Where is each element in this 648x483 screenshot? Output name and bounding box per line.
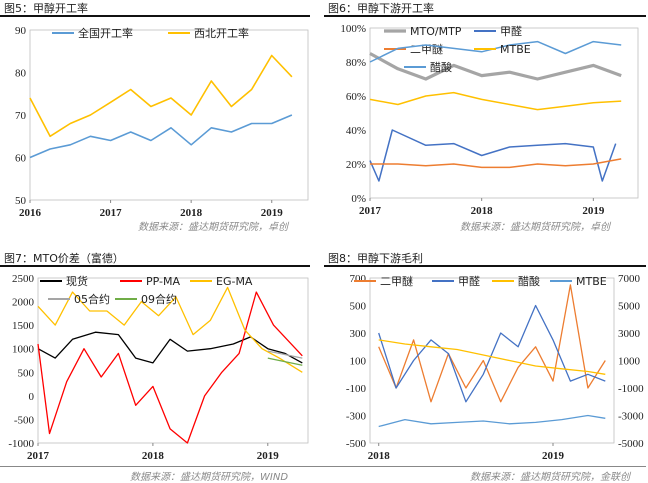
fig5-series-line-1 (29, 54, 293, 138)
fig7-y-tick-label: 1000 (12, 344, 35, 356)
fig5-x-tick-label: 2019 (261, 207, 284, 218)
fig8-y2-tick-label: 7000 (618, 273, 641, 285)
fig7-y-tick-label: 0 (29, 391, 35, 403)
fig8-x-tick-label: 2018 (368, 450, 391, 462)
fig7-x-tick-label: 2017 (27, 450, 50, 462)
fig5-title-rule (0, 15, 310, 17)
fig6-x-tick-label: 2019 (582, 205, 605, 217)
fig8-title: 图8：甲醇下游毛利 (328, 252, 423, 265)
fig6-y-tick-label: 0% (351, 193, 366, 205)
fig6-x-tick-label: 2018 (471, 205, 494, 217)
fig8-y-tick-label: 300 (350, 328, 367, 340)
fig5-y-tick-label: 70 (15, 110, 27, 122)
fig8-series-line-2 (378, 339, 606, 375)
fig6-series-line-0 (369, 52, 622, 81)
fig7-legend-label-4: 09合约 (141, 292, 177, 306)
fig6-title: 图6：甲醇下游开工率 (328, 2, 434, 15)
fig5-x-tick-label: 2018 (180, 207, 203, 218)
fig8-y-tick-label: 100 (350, 356, 367, 368)
fig6-series-line-2 (370, 158, 622, 169)
fig6-y-tick-label: 40% (346, 125, 366, 137)
fig8-y-tick-label: -100 (346, 383, 367, 395)
fig7-x-tick-label: 2018 (142, 450, 165, 462)
source-note-top-left: 数据来源：盛达期货研究院，卓创 (138, 222, 288, 233)
fig7-legend-label-1: PP-MA (146, 275, 180, 288)
fig7-y-tick-label: 1500 (12, 320, 35, 332)
fig7-series-line-3 (267, 350, 303, 359)
fig7-legend-label-3: 05合约 (74, 292, 110, 306)
fig6-legend-label-1: 甲醛 (500, 24, 522, 38)
fig7-y-tick-label: -1000 (8, 438, 34, 450)
fig6-y-tick-label: 80% (346, 57, 366, 69)
fig6-plot-frame (369, 27, 639, 199)
fig8-y2-tick-label: 3000 (618, 328, 641, 340)
fig5-chart: 50 60 70 80 90 2016 2017 2018 2019 全国开工率 西北开工率 (15, 25, 309, 218)
fig5-title: 图5：甲醇开工率 (4, 2, 88, 15)
fig8-chart: -500 -300 -100 100 300 500 700 -5000 -3000 -1000 1… (346, 273, 644, 462)
fig8-y-tick-label: 500 (350, 301, 367, 313)
fig6-x-tick-label: 2017 (359, 205, 382, 217)
fig6-legend-label-0: MTO/MTP (410, 25, 462, 38)
bottom-rule (0, 466, 646, 467)
fig7-x-tick-label: 2019 (257, 450, 280, 462)
fig8-y-tick-label: -300 (346, 411, 367, 423)
fig7-series-line-4 (267, 357, 303, 366)
fig8-x-tick-label: 2019 (542, 450, 565, 462)
fig7-plot-frame (37, 277, 309, 444)
fig6-y-tick-label: 60% (346, 91, 366, 103)
fig6-legend-label-2: 二甲醚 (410, 42, 443, 56)
fig6-y-tick-label: 100% (340, 23, 366, 35)
fig5-y-tick-label: 80 (15, 68, 27, 80)
fig6-legend-label-3: 醋酸 (430, 60, 452, 74)
fig8-series-line-3 (378, 414, 606, 428)
fig6-series-line-4 (369, 91, 622, 111)
fig5-y-tick-label: 50 (15, 195, 27, 207)
fig7-legend-label-0: 现货 (66, 274, 88, 288)
fig8-series-line-1 (378, 304, 606, 403)
source-note-bottom-right: 数据来源：盛达期货研究院，金联创 (470, 472, 630, 483)
fig6-series-line-1 (369, 129, 617, 182)
fig6-series-line-3 (369, 40, 622, 63)
fig8-y2-tick-label: -3000 (618, 411, 644, 423)
fig5-y-tick-label: 60 (15, 153, 27, 165)
fig7-title: 图7：MTO价差（富德） (4, 252, 124, 265)
source-note-top-right: 数据来源：盛达期货研究院，卓创 (460, 222, 610, 233)
fig7-y-tick-label: -500 (14, 414, 35, 426)
fig5-y-tick-label: 90 (15, 25, 27, 37)
fig8-y2-tick-label: -5000 (618, 438, 644, 450)
fig7-legend-label-2: EG-MA (216, 275, 253, 288)
fig8-legend-label-0: 二甲醚 (380, 274, 413, 288)
fig8-series-line-0 (378, 284, 606, 403)
fig7-title-rule (0, 265, 310, 267)
fig5-x-tick-label: 2016 (19, 207, 42, 218)
fig7-y-tick-label: 2500 (12, 273, 35, 285)
fig7-y-tick-label: 500 (18, 367, 35, 379)
fig8-y2-tick-label: -1000 (618, 383, 644, 395)
fig8-y-tick-label: -500 (346, 438, 367, 450)
fig8-legend-label-1: 甲醛 (458, 274, 480, 288)
fig5-series-line-0 (29, 114, 293, 159)
fig7-y-tick-label: 2000 (12, 297, 35, 309)
fig8-plot-frame (369, 277, 615, 444)
fig6-title-rule (324, 15, 646, 17)
fig8-y2-tick-label: 1000 (618, 356, 641, 368)
fig8-legend-label-2: 醋酸 (518, 274, 540, 288)
fig7-series-line-1 (37, 291, 303, 444)
fig5-legend-label-1: 西北开工率 (194, 26, 249, 40)
fig7-series-line-0 (37, 331, 303, 364)
fig5-legend-label-0: 全国开工率 (78, 26, 133, 40)
source-note-bottom-left: 数据来源：盛达期货研究院，WIND (130, 472, 289, 483)
fig8-legend-label-3: MTBE (576, 275, 607, 288)
fig8-title-rule (324, 265, 646, 267)
fig8-y-tick-label: 700 (350, 273, 367, 285)
fig6-chart: 0% 20% 40% 60% 80% 100% 2017 2018 2019 MTO/MTP 甲醛二… (340, 23, 639, 217)
fig7-chart: -1000 -500 0 500 1000 1500 2000 2500 2017 2018 201… (8, 273, 309, 462)
fig6-legend-label-4: MTBE (500, 43, 531, 56)
fig6-y-tick-label: 20% (346, 159, 366, 171)
fig5-plot-frame (29, 29, 309, 201)
fig7-series-line-2 (37, 286, 303, 373)
fig8-y2-tick-label: 5000 (618, 301, 641, 313)
fig5-x-tick-label: 2017 (100, 207, 123, 218)
